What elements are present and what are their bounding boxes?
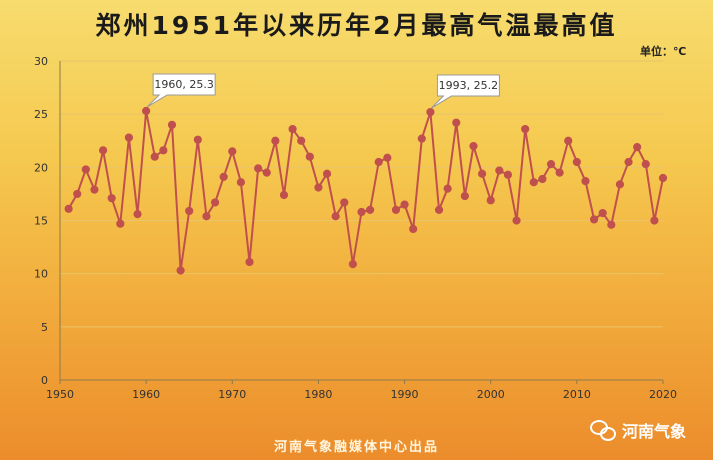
- data-point: [650, 216, 659, 225]
- data-point: [512, 216, 521, 225]
- x-tick-label: 1950: [46, 388, 74, 401]
- data-point: [426, 107, 435, 117]
- data-point: [305, 152, 314, 161]
- data-point: [219, 172, 228, 182]
- data-point: [73, 189, 82, 199]
- data-point: [521, 124, 530, 134]
- data-point: [366, 205, 375, 214]
- data-point: [607, 220, 616, 229]
- y-tick-label: 30: [34, 55, 48, 68]
- annotation-callout: [431, 74, 500, 109]
- brand-watermark: 河南气象: [590, 418, 686, 442]
- data-point: [210, 198, 220, 207]
- x-tick-label: 2010: [563, 388, 591, 401]
- data-point: [434, 205, 444, 214]
- data-point: [486, 196, 495, 205]
- data-point: [193, 135, 202, 144]
- data-point: [185, 206, 194, 216]
- data-point: [81, 165, 90, 174]
- data-point: [133, 210, 142, 219]
- data-point: [254, 164, 263, 173]
- data-point: [245, 257, 254, 267]
- data-point: [529, 178, 538, 187]
- y-tick-label: 15: [34, 215, 48, 228]
- data-point: [357, 207, 366, 217]
- data-point: [228, 147, 237, 156]
- footer-credit: 河南气象融媒体中心出品: [273, 440, 439, 455]
- data-point: [159, 146, 168, 155]
- data-point: [107, 194, 116, 203]
- data-point: [598, 208, 607, 218]
- data-point: [503, 170, 513, 179]
- data-point: [572, 157, 581, 167]
- data-point: [409, 224, 418, 234]
- data-point: [452, 118, 461, 127]
- data-point: [167, 120, 177, 129]
- data-point: [288, 124, 297, 134]
- data-point: [297, 136, 306, 145]
- data-point: [236, 178, 245, 187]
- data-point: [615, 180, 625, 189]
- data-point: [64, 204, 73, 213]
- data-point: [495, 166, 504, 175]
- annotation-callout: [146, 73, 216, 108]
- data-point: [564, 136, 573, 145]
- x-tick-label: 1960: [132, 388, 160, 401]
- data-point: [340, 198, 349, 207]
- y-tick-label: 0: [41, 374, 48, 387]
- data-point: [391, 205, 401, 214]
- data-point: [90, 185, 99, 194]
- data-point: [460, 191, 469, 201]
- data-point: [124, 133, 134, 142]
- data-point: [624, 157, 633, 167]
- data-point: [271, 136, 280, 145]
- x-tick-label: 1990: [391, 388, 419, 401]
- data-point: [417, 134, 426, 143]
- data-point: [555, 168, 564, 177]
- data-point: [374, 157, 383, 167]
- y-tick-label: 25: [34, 108, 48, 121]
- annotation-label: 1960, 25.3: [154, 78, 213, 91]
- data-point: [469, 141, 478, 151]
- wechat-icon: [590, 420, 616, 441]
- data-point: [478, 169, 487, 178]
- y-tick-label: 20: [34, 161, 48, 174]
- x-tick-label: 2020: [649, 388, 677, 401]
- data-point: [383, 153, 392, 162]
- data-point: [538, 174, 547, 184]
- data-point: [331, 212, 340, 221]
- data-point: [400, 200, 409, 209]
- data-point: [202, 212, 211, 221]
- annotation-label: 1993, 25.2: [439, 79, 498, 92]
- data-point: [176, 266, 185, 275]
- data-point: [142, 106, 151, 116]
- data-point: [314, 183, 323, 192]
- y-tick-label: 5: [41, 321, 48, 334]
- data-point: [116, 219, 125, 228]
- data-point: [348, 259, 357, 269]
- brand-name: 河南气象: [622, 422, 687, 441]
- y-tick-label: 10: [34, 268, 48, 281]
- data-point: [641, 160, 650, 169]
- data-point: [443, 184, 452, 193]
- data-point: [279, 190, 289, 200]
- series-line: [67, 110, 664, 271]
- data-point: [98, 146, 108, 155]
- data-point: [633, 143, 642, 152]
- data-point: [546, 160, 556, 169]
- data-point: [150, 152, 159, 161]
- unit-label: 单位：℃: [640, 45, 687, 58]
- x-tick-label: 2000: [477, 388, 505, 401]
- chart-title: 郑州1951年以来历年2月最高气温最高值: [95, 11, 618, 40]
- data-point: [581, 177, 590, 186]
- data-point: [589, 215, 599, 224]
- x-tick-label: 1970: [218, 388, 246, 401]
- x-tick-label: 1980: [304, 388, 332, 401]
- data-point: [262, 168, 271, 177]
- data-point: [322, 169, 332, 178]
- data-point: [658, 173, 668, 183]
